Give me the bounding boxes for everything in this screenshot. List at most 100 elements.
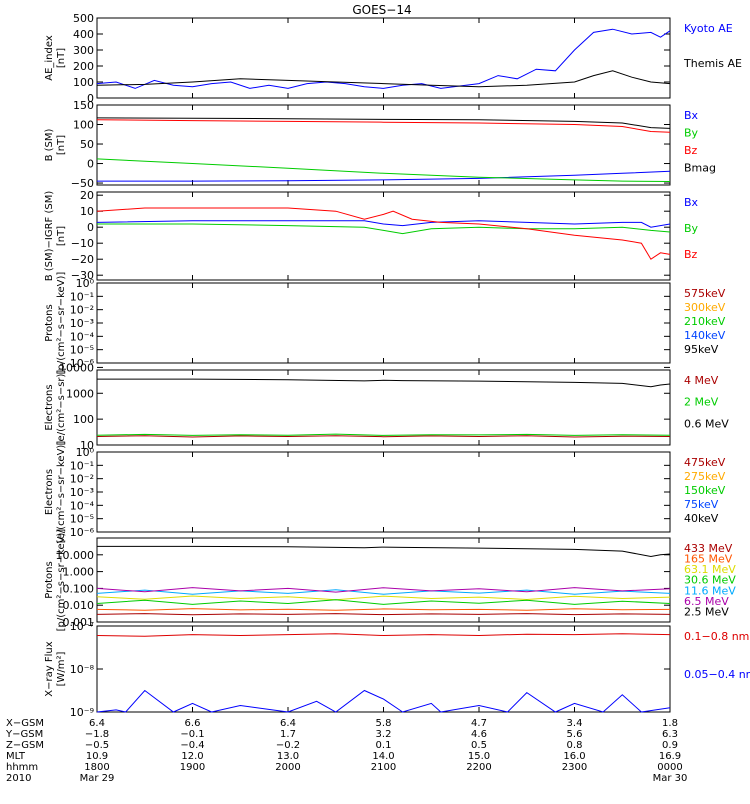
y-tick-label: 10⁻² <box>70 304 94 317</box>
series-line-bigrf <box>97 223 671 235</box>
orbit-cell: 1900 <box>180 762 205 773</box>
orbit-row-label: X−GSM <box>6 718 44 729</box>
series-line-protons2 <box>96 608 671 611</box>
y-tick-label: 10⁻⁵ <box>70 344 94 357</box>
legend-label: 150keV <box>684 484 726 497</box>
series-line-ae <box>96 70 671 88</box>
y-tick-label: 10000 <box>59 361 94 374</box>
legend-label: 275keV <box>684 470 726 483</box>
legend-label: 210keV <box>684 315 726 328</box>
legend-label: 433 MeV <box>684 542 733 555</box>
legend-label: 165 MeV <box>684 553 733 566</box>
y-tick-label: −10 <box>71 237 94 250</box>
orbit-row-label: Y−GSM <box>5 729 43 740</box>
y-tick-label: 10 <box>80 439 94 452</box>
y-axis-label: [nT] <box>56 48 67 68</box>
orbit-cell: 2300 <box>562 762 587 773</box>
legend-label: By <box>684 222 699 235</box>
y-tick-label: 10⁻⁹ <box>70 706 94 719</box>
orbit-cell: 0.5 <box>471 740 487 751</box>
y-tick-label: 400 <box>73 28 94 41</box>
orbit-cell: 4.7 <box>471 718 487 729</box>
y-tick-label: 10⁻³ <box>70 486 94 499</box>
orbit-cell: 10.9 <box>86 751 108 762</box>
series-line-protons2 <box>96 613 671 616</box>
orbit-cell: 6.3 <box>662 729 678 740</box>
y-tick-label: 10⁰ <box>76 277 95 290</box>
y-axis-label: [W/m²] <box>56 651 67 686</box>
series-line-protons2 <box>97 545 671 558</box>
y-tick-label: 0 <box>87 158 94 171</box>
orbit-cell: 2000 <box>275 762 300 773</box>
series-line-electrons1 <box>96 435 671 438</box>
orbit-cell: −0.5 <box>85 740 109 751</box>
legend-label: 2 MeV <box>684 396 719 409</box>
series-line-protons2 <box>96 589 671 595</box>
series-line-protons2 <box>96 599 671 605</box>
series-line-bsm <box>96 119 671 133</box>
series-line-ae <box>96 28 671 89</box>
orbit-cell: 1.8 <box>662 718 678 729</box>
y-tick-label: 10⁻⁶ <box>70 357 95 370</box>
orbit-cell: 12.0 <box>181 751 203 762</box>
y-tick-label: 10⁻⁸ <box>70 663 95 676</box>
y-tick-label: 10⁻³ <box>70 317 94 330</box>
orbit-cell: 0.1 <box>376 740 392 751</box>
plot-title: GOES−14 <box>352 3 411 17</box>
orbit-cell: 15.0 <box>468 751 490 762</box>
legend-label: 140keV <box>684 329 726 342</box>
series-line-electrons1 <box>97 378 671 388</box>
y-axis-label: B (SM)−IGRF (SM) <box>44 191 55 282</box>
y-tick-label: 10⁻⁵ <box>70 513 94 526</box>
legend-label: Kyoto AE <box>684 22 733 35</box>
orbit-cell: −0.4 <box>180 740 204 751</box>
y-axis-label: [e/(cm²−s−sr)] <box>56 370 67 446</box>
y-tick-label: 10⁰ <box>76 446 95 459</box>
y-tick-label: 10⁻² <box>70 473 94 486</box>
y-axis-label: [e/(cm²−s−sr−keV)] <box>56 441 67 544</box>
y-tick-label: 100 <box>73 76 94 89</box>
legend-label: Bmag <box>684 162 716 175</box>
orbit-row-label: Z−GSM <box>6 740 44 751</box>
legend-label: 95keV <box>684 343 719 356</box>
legend-label: Bz <box>684 144 698 157</box>
legend-label: 40keV <box>684 512 719 525</box>
legend-label: 475keV <box>684 456 726 469</box>
y-tick-label: 10⁻⁶ <box>70 526 95 539</box>
legend-label: 0.05−0.4 nm <box>684 668 750 681</box>
y-axis-label: Electrons <box>44 384 55 430</box>
legend-label: Themis AE <box>683 57 742 70</box>
y-tick-label: 10 <box>80 205 94 218</box>
orbit-cell: −0.2 <box>276 740 300 751</box>
orbit-cell: 13.0 <box>277 751 299 762</box>
orbit-cell: −0.1 <box>180 729 204 740</box>
y-tick-label: 300 <box>73 44 94 57</box>
legend-label: 30.6 MeV <box>684 574 736 587</box>
orbit-cell: 6.6 <box>185 718 201 729</box>
y-axis-label: Protons <box>44 304 55 341</box>
y-tick-label: −20 <box>71 253 94 266</box>
orbit-cell: Mar 30 <box>653 773 688 784</box>
orbit-cell: 1.7 <box>280 729 296 740</box>
y-axis-label: X−ray Flux <box>44 641 55 696</box>
series-line-protons2 <box>96 595 671 601</box>
orbit-cell: 0.8 <box>567 740 583 751</box>
series-line-xray <box>96 633 671 637</box>
series-line-bsm <box>96 117 671 129</box>
orbit-cell: 4.6 <box>471 729 487 740</box>
y-axis-label: [p/(cm²−s−sr−keV)] <box>56 529 67 632</box>
series-line-xray <box>96 689 671 713</box>
orbit-cell: 0.9 <box>662 740 678 751</box>
orbit-cell: 5.6 <box>567 729 583 740</box>
orbit-row-label: hhmm <box>6 762 38 773</box>
legend-label: 2.5 MeV <box>684 605 729 618</box>
orbit-cell: −1.8 <box>85 729 109 740</box>
y-tick-label: 0 <box>87 92 94 105</box>
y-tick-label: 0 <box>87 221 94 234</box>
series-line-bsm <box>96 158 671 182</box>
orbit-cell: 16.0 <box>563 751 585 762</box>
y-tick-label: 150 <box>73 99 94 112</box>
panel-frame-protons1 <box>96 282 671 364</box>
series-line-bigrf <box>96 207 671 260</box>
